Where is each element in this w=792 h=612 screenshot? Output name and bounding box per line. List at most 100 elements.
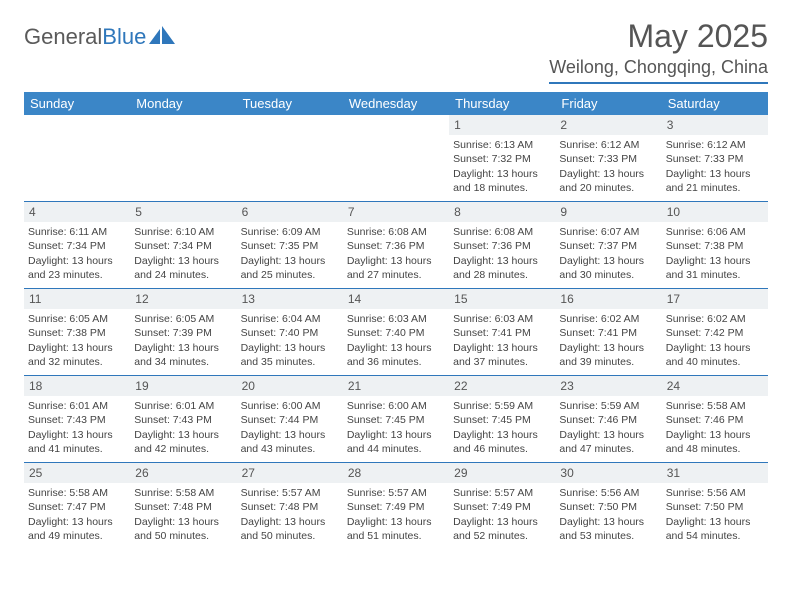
sunset-line: Sunset: 7:46 PM (666, 413, 764, 427)
calendar-cell: 13Sunrise: 6:04 AMSunset: 7:40 PMDayligh… (237, 289, 343, 375)
daylight-line: Daylight: 13 hours and 42 minutes. (134, 428, 232, 456)
day-number: 15 (449, 289, 555, 309)
sunset-line: Sunset: 7:41 PM (453, 326, 551, 340)
brand-logo: GeneralBlue (24, 18, 175, 50)
daylight-line: Daylight: 13 hours and 18 minutes. (453, 167, 551, 195)
day-number: 4 (24, 202, 130, 222)
sunrise-line: Sunrise: 6:00 AM (347, 399, 445, 413)
calendar-cell: 15Sunrise: 6:03 AMSunset: 7:41 PMDayligh… (449, 289, 555, 375)
daylight-line: Daylight: 13 hours and 43 minutes. (241, 428, 339, 456)
sunset-line: Sunset: 7:33 PM (666, 152, 764, 166)
daylight-line: Daylight: 13 hours and 31 minutes. (666, 254, 764, 282)
day-number: 13 (237, 289, 343, 309)
day-number: 25 (24, 463, 130, 483)
sunrise-line: Sunrise: 6:01 AM (28, 399, 126, 413)
sunset-line: Sunset: 7:36 PM (453, 239, 551, 253)
sunset-line: Sunset: 7:50 PM (559, 500, 657, 514)
sunrise-line: Sunrise: 6:09 AM (241, 225, 339, 239)
calendar-cell: 19Sunrise: 6:01 AMSunset: 7:43 PMDayligh… (130, 376, 236, 462)
day-header-cell: Monday (130, 92, 236, 115)
calendar-cell: . (24, 115, 130, 201)
calendar-cell: 30Sunrise: 5:56 AMSunset: 7:50 PMDayligh… (555, 463, 661, 549)
sunset-line: Sunset: 7:40 PM (241, 326, 339, 340)
sunrise-line: Sunrise: 5:59 AM (453, 399, 551, 413)
calendar-cell: 26Sunrise: 5:58 AMSunset: 7:48 PMDayligh… (130, 463, 236, 549)
sunset-line: Sunset: 7:32 PM (453, 152, 551, 166)
day-number: 1 (449, 115, 555, 135)
daylight-line: Daylight: 13 hours and 21 minutes. (666, 167, 764, 195)
sunset-line: Sunset: 7:49 PM (453, 500, 551, 514)
daylight-line: Daylight: 13 hours and 34 minutes. (134, 341, 232, 369)
daylight-line: Daylight: 13 hours and 44 minutes. (347, 428, 445, 456)
sunrise-line: Sunrise: 6:12 AM (559, 138, 657, 152)
calendar-cell: 6Sunrise: 6:09 AMSunset: 7:35 PMDaylight… (237, 202, 343, 288)
day-number: 23 (555, 376, 661, 396)
day-header-row: SundayMondayTuesdayWednesdayThursdayFrid… (24, 92, 768, 115)
sunrise-line: Sunrise: 6:01 AM (134, 399, 232, 413)
day-number: 8 (449, 202, 555, 222)
calendar-body: ....1Sunrise: 6:13 AMSunset: 7:32 PMDayl… (24, 115, 768, 549)
sunrise-line: Sunrise: 6:02 AM (559, 312, 657, 326)
calendar-cell: . (130, 115, 236, 201)
daylight-line: Daylight: 13 hours and 27 minutes. (347, 254, 445, 282)
calendar-cell: 3 Sunrise: 6:12 AMSunset: 7:33 PMDaylight… (662, 115, 768, 201)
calendar-week: 25Sunrise: 5:58 AMSunset: 7:47 PMDayligh… (24, 462, 768, 549)
sunrise-line: Sunrise: 5:56 AM (559, 486, 657, 500)
calendar-cell: 25Sunrise: 5:58 AMSunset: 7:47 PMDayligh… (24, 463, 130, 549)
day-number: 3 (662, 115, 768, 135)
calendar-cell: 23Sunrise: 5:59 AMSunset: 7:46 PMDayligh… (555, 376, 661, 462)
calendar-cell: 17Sunrise: 6:02 AMSunset: 7:42 PMDayligh… (662, 289, 768, 375)
day-number: 2 (555, 115, 661, 135)
calendar-cell: 31Sunrise: 5:56 AMSunset: 7:50 PMDayligh… (662, 463, 768, 549)
sunrise-line: Sunrise: 6:03 AM (347, 312, 445, 326)
day-number: 18 (24, 376, 130, 396)
calendar-cell: 7Sunrise: 6:08 AMSunset: 7:36 PMDaylight… (343, 202, 449, 288)
sunrise-line: Sunrise: 6:10 AM (134, 225, 232, 239)
day-number: 30 (555, 463, 661, 483)
sunset-line: Sunset: 7:44 PM (241, 413, 339, 427)
daylight-line: Daylight: 13 hours and 37 minutes. (453, 341, 551, 369)
daylight-line: Daylight: 13 hours and 41 minutes. (28, 428, 126, 456)
sunrise-line: Sunrise: 6:08 AM (347, 225, 445, 239)
day-number: 22 (449, 376, 555, 396)
day-number: 16 (555, 289, 661, 309)
calendar-cell: 8 Sunrise: 6:08 AMSunset: 7:36 PMDaylight… (449, 202, 555, 288)
calendar-cell: 14Sunrise: 6:03 AMSunset: 7:40 PMDayligh… (343, 289, 449, 375)
day-number: 9 (555, 202, 661, 222)
sunset-line: Sunset: 7:48 PM (134, 500, 232, 514)
daylight-line: Daylight: 13 hours and 28 minutes. (453, 254, 551, 282)
calendar-cell: 4Sunrise: 6:11 AMSunset: 7:34 PMDaylight… (24, 202, 130, 288)
sunrise-line: Sunrise: 6:02 AM (666, 312, 764, 326)
sunrise-line: Sunrise: 6:08 AM (453, 225, 551, 239)
sunrise-line: Sunrise: 5:57 AM (347, 486, 445, 500)
calendar-cell: 16Sunrise: 6:02 AMSunset: 7:41 PMDayligh… (555, 289, 661, 375)
sunset-line: Sunset: 7:45 PM (347, 413, 445, 427)
calendar-cell: . (343, 115, 449, 201)
sunrise-line: Sunrise: 6:04 AM (241, 312, 339, 326)
day-number: 27 (237, 463, 343, 483)
calendar-cell: 2 Sunrise: 6:12 AMSunset: 7:33 PMDaylight… (555, 115, 661, 201)
daylight-line: Daylight: 13 hours and 24 minutes. (134, 254, 232, 282)
calendar-cell: 21Sunrise: 6:00 AMSunset: 7:45 PMDayligh… (343, 376, 449, 462)
daylight-line: Daylight: 13 hours and 46 minutes. (453, 428, 551, 456)
day-number: 7 (343, 202, 449, 222)
day-header-cell: Saturday (662, 92, 768, 115)
daylight-line: Daylight: 13 hours and 32 minutes. (28, 341, 126, 369)
sunrise-line: Sunrise: 5:58 AM (666, 399, 764, 413)
sunset-line: Sunset: 7:40 PM (347, 326, 445, 340)
sunset-line: Sunset: 7:33 PM (559, 152, 657, 166)
day-number: 29 (449, 463, 555, 483)
sunset-line: Sunset: 7:35 PM (241, 239, 339, 253)
day-number: 26 (130, 463, 236, 483)
sunrise-line: Sunrise: 5:56 AM (666, 486, 764, 500)
brand-part1: General (24, 24, 102, 50)
calendar-week: 4Sunrise: 6:11 AMSunset: 7:34 PMDaylight… (24, 201, 768, 288)
calendar-cell: 24Sunrise: 5:58 AMSunset: 7:46 PMDayligh… (662, 376, 768, 462)
daylight-line: Daylight: 13 hours and 20 minutes. (559, 167, 657, 195)
calendar-cell: 5Sunrise: 6:10 AMSunset: 7:34 PMDaylight… (130, 202, 236, 288)
daylight-line: Daylight: 13 hours and 52 minutes. (453, 515, 551, 543)
day-number: 11 (24, 289, 130, 309)
sunset-line: Sunset: 7:43 PM (28, 413, 126, 427)
sunrise-line: Sunrise: 6:12 AM (666, 138, 764, 152)
brand-part2: Blue (102, 24, 146, 50)
